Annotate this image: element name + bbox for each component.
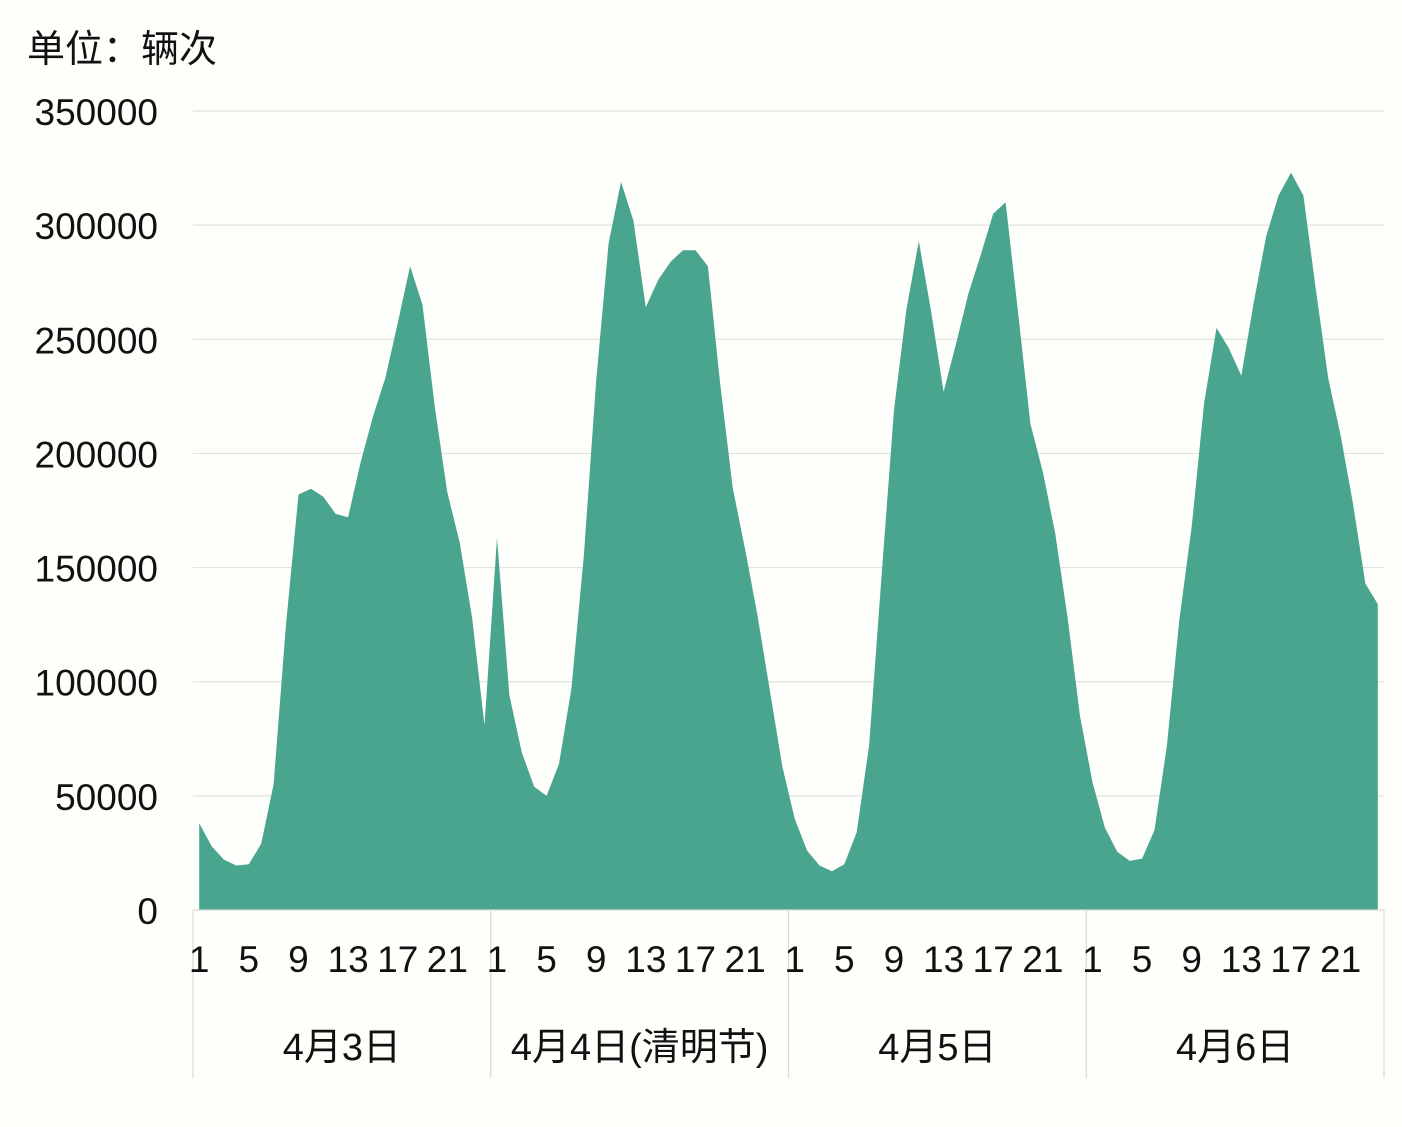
x-tick-label: 13 (625, 939, 666, 980)
group-label: 4月4日(清明节) (511, 1027, 769, 1069)
x-tick-label: 5 (239, 939, 260, 980)
y-tick-label: 50000 (55, 777, 158, 818)
y-tick-label: 200000 (35, 434, 158, 475)
unit-label: 单位：辆次 (27, 29, 217, 71)
x-tick-label: 9 (1181, 939, 1202, 980)
x-tick-label: 9 (288, 939, 309, 980)
x-tick-label: 21 (1320, 939, 1361, 980)
x-tick-label: 17 (1270, 939, 1311, 980)
y-tick-label: 350000 (35, 92, 158, 133)
x-tick-label: 21 (1022, 939, 1063, 980)
x-tick-label: 13 (1221, 939, 1262, 980)
y-tick-label: 250000 (35, 320, 158, 361)
group-label: 4月5日 (878, 1027, 996, 1069)
group-label: 4月6日 (1176, 1027, 1294, 1069)
x-tick-label: 21 (427, 939, 468, 980)
group-label: 4月3日 (283, 1027, 401, 1069)
x-tick-label: 13 (328, 939, 369, 980)
x-tick-label: 1 (189, 939, 210, 980)
area-series (199, 172, 1378, 911)
x-tick-label: 1 (784, 939, 805, 980)
y-tick-label: 300000 (35, 206, 158, 247)
x-tick-label: 9 (586, 939, 607, 980)
x-tick-label: 5 (1132, 939, 1153, 980)
x-tick-label: 17 (973, 939, 1014, 980)
y-axis-tick-labels: 0 50000 100000 150000 200000 250000 300000 3500… (35, 92, 158, 932)
x-tick-label: 5 (536, 939, 557, 980)
x-tick-label: 5 (834, 939, 855, 980)
y-tick-label: 0 (137, 891, 158, 932)
x-tick-label: 21 (725, 939, 766, 980)
x-tick-label: 9 (884, 939, 905, 980)
x-tick-label: 17 (377, 939, 418, 980)
x-tick-label: 1 (487, 939, 508, 980)
y-tick-label: 100000 (35, 663, 158, 704)
x-tick-label: 13 (923, 939, 964, 980)
x-tick-label: 17 (675, 939, 716, 980)
x-tick-label: 1 (1082, 939, 1103, 980)
area-path (199, 172, 1378, 911)
y-tick-label: 150000 (35, 549, 158, 590)
